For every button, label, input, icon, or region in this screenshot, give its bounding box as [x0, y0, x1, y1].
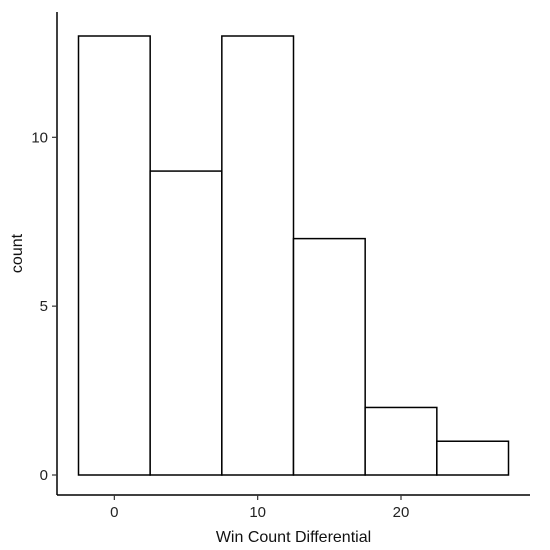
x-tick-label: 10 — [249, 504, 266, 521]
y-ticks-group: 0 5 10 — [31, 129, 57, 484]
bars-group — [77, 35, 510, 476]
histogram-bar-3 — [292, 237, 366, 476]
y-tick-label: 10 — [31, 129, 48, 146]
y-tick-label: 5 — [40, 298, 48, 315]
histogram-bar-5 — [436, 440, 510, 476]
histogram-bar-4 — [364, 406, 438, 476]
x-ticks-group: 0 10 20 — [110, 495, 409, 521]
histogram-bar-1 — [149, 170, 223, 476]
histogram-bar-2 — [221, 35, 295, 476]
y-tick-label: 0 — [40, 467, 48, 484]
y-axis-title: count — [9, 233, 26, 273]
x-tick-label: 20 — [393, 504, 410, 521]
x-axis-title: Win Count Differential — [216, 529, 371, 546]
x-tick-label: 0 — [110, 504, 118, 521]
histogram-bar-0 — [77, 35, 151, 476]
